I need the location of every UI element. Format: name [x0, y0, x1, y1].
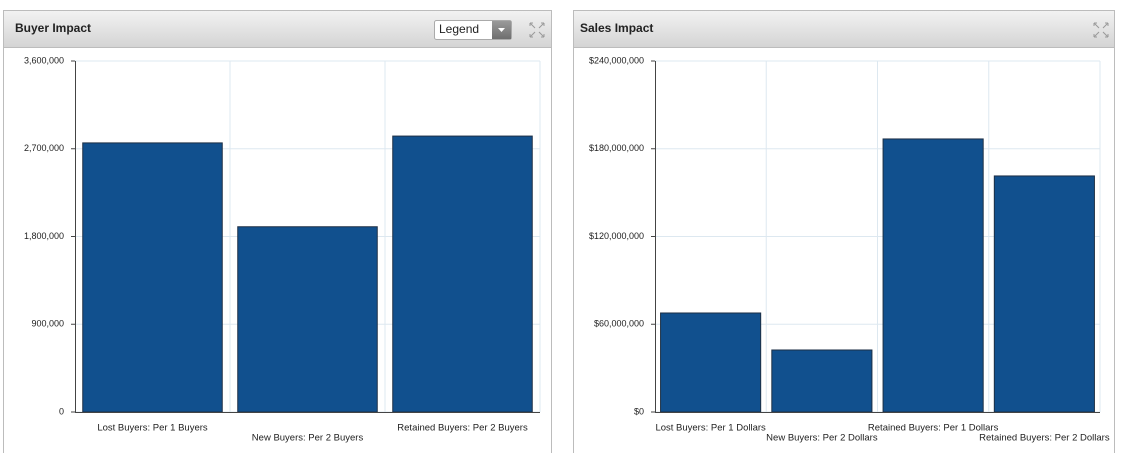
panel-header	[574, 11, 1114, 47]
legend-dropdown[interactable]: Legend	[434, 20, 512, 40]
expand-icon[interactable]	[1093, 22, 1109, 38]
y-tick-label: $60,000,000	[594, 319, 644, 329]
y-tick-label: $0	[634, 406, 644, 416]
bar	[882, 138, 984, 413]
x-tick-label: New Buyers: Per 2 Dollars	[766, 433, 878, 444]
y-tick-label: $240,000,000	[589, 55, 644, 65]
expand-icon[interactable]	[529, 22, 545, 38]
x-tick-label: Retained Buyers: Per 2 Buyers	[397, 423, 528, 434]
bar	[771, 349, 873, 413]
y-tick-label: 900,000	[31, 319, 64, 329]
x-tick-label: Retained Buyers: Per 2 Dollars	[979, 433, 1110, 444]
x-tick-label: Lost Buyers: Per 1 Dollars	[655, 423, 766, 434]
y-tick-label: 1,800,000	[24, 231, 64, 241]
dropdown-label: Legend	[439, 22, 479, 36]
bar	[237, 226, 378, 413]
y-tick-label: $180,000,000	[589, 143, 644, 153]
y-tick-label: $120,000,000	[589, 231, 644, 241]
x-tick-label: Retained Buyers: Per 1 Dollars	[868, 423, 999, 434]
bar	[660, 312, 762, 413]
x-tick-label: Lost Buyers: Per 1 Buyers	[97, 423, 208, 434]
x-tick-label: New Buyers: Per 2 Buyers	[252, 433, 364, 444]
y-tick-label: 2,700,000	[24, 143, 64, 153]
y-tick-label: 3,600,000	[24, 55, 64, 65]
y-tick-label: 0	[59, 406, 64, 416]
bar	[82, 142, 223, 413]
panel-title: Buyer Impact	[15, 21, 91, 35]
bar	[392, 135, 533, 413]
bar	[993, 175, 1095, 413]
panel-title: Sales Impact	[580, 21, 653, 35]
